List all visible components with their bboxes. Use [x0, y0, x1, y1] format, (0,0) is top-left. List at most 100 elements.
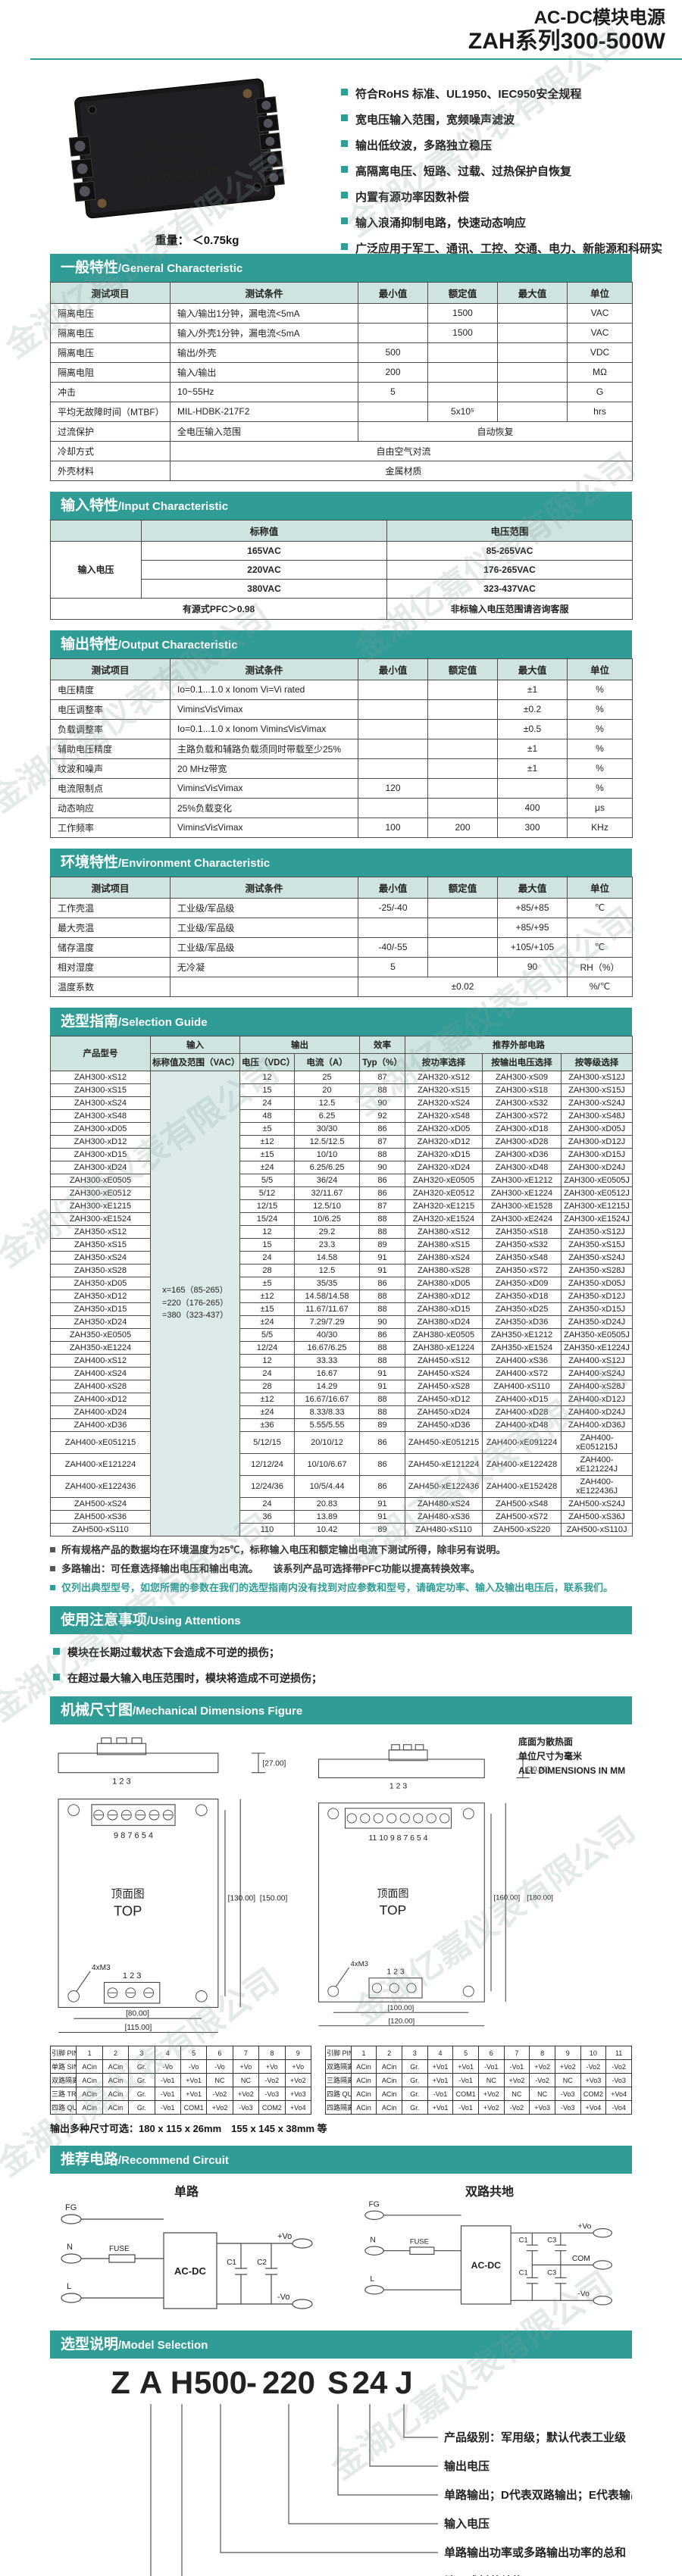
table-cell: ACin	[376, 2073, 402, 2088]
table-row: 电压精度 Io=0.1...1.0 x Ionom Vi=Vi rated ±1%	[50, 679, 633, 700]
table-cell: 非标输入电压范围请咨询客服	[386, 597, 633, 620]
table-cell: ACin	[350, 2059, 377, 2074]
table-row: ZAH300-xD05 ±5 30/30 86 ZAH320-xD05 ZAH300-xD…	[50, 1121, 634, 1136]
circuit-title: 单路	[174, 2186, 199, 2199]
table-cell: ZAH300-xE1224	[482, 1186, 562, 1200]
mech-note-line: 底面为散热面	[518, 1737, 574, 1748]
table-cell: ACin	[376, 2059, 402, 2074]
col-header: 测试条件	[170, 281, 358, 304]
table-cell: ±0.2	[497, 699, 568, 720]
table-cell: COM2	[580, 2087, 607, 2102]
table-cell: 5/5	[239, 1327, 295, 1342]
table-cell: -Vo2	[503, 2100, 530, 2115]
table-cell: 33.33	[294, 1353, 360, 1368]
table-cell: ZAH400-xS28	[50, 1379, 151, 1393]
table-cell: +Vo2	[477, 2087, 505, 2102]
table-cell: 辅助电压精度	[50, 738, 170, 759]
table-cell: ZAH350-xS72	[482, 1263, 562, 1277]
table-cell: ±1	[497, 758, 568, 779]
table-cell: +105/+105	[497, 936, 568, 958]
table-cell: Gr.	[401, 2100, 428, 2115]
table-cell: -Vo1	[154, 2073, 181, 2088]
table-cell: 86	[359, 1121, 405, 1136]
table-cell: NC	[503, 2087, 530, 2102]
top-view-label: 顶面图	[377, 1887, 409, 1899]
table-cell: 12/24/36	[239, 1474, 295, 1498]
table-cell: 隔离电压	[50, 322, 170, 343]
table-cell: 12.5	[294, 1263, 360, 1277]
table-cell: 3	[128, 2046, 155, 2061]
table-cell: 300	[497, 817, 568, 838]
table-cell: %	[567, 777, 633, 799]
section-attentions: 使用注意事项/Using Attentions	[50, 1606, 632, 1635]
attention-line: 在超过最大输入电压范围时，模块将造成不可逆损伤；	[53, 1671, 632, 1686]
table-cell	[427, 777, 498, 799]
table-cell: ZAH500-xS24	[50, 1496, 151, 1511]
table-cell: ZAH350-xS28	[50, 1263, 151, 1277]
section-title-cn: 推荐电路	[61, 2152, 119, 2168]
table-cell: 自由空气对流	[170, 440, 633, 461]
section-mechanical: 机械尺寸图/Mechanical Dimensions Figure	[50, 1696, 632, 1725]
table-cell: NC	[529, 2087, 555, 2102]
table-cell: Vimin≤Vi≤Vimax	[170, 817, 358, 838]
table-cell: NC	[206, 2073, 233, 2088]
col-header: 标称值及范围（VAC）	[150, 1052, 240, 1071]
table-cell: ZAH320-xD05	[405, 1121, 483, 1136]
c1-label: C1	[519, 2236, 528, 2243]
table-cell: 有源式PFC＞0.98	[50, 597, 387, 620]
table-cell: ZAH450-xE122436	[405, 1474, 483, 1498]
table-cell: 1	[350, 2046, 377, 2061]
dimension-drawing-right: 1 2 3 [30.00] 11 10 9 8 7 6 5 4 1 2 3 顶面…	[318, 1744, 553, 2027]
callout-power: 单路输出功率或多路输出功率的总和	[444, 2546, 626, 2559]
n-label: N	[67, 2243, 73, 2252]
table-row: 过流保护 全电压输入范围 自动恢复	[50, 420, 633, 442]
table-cell: NC	[232, 2073, 260, 2088]
table-cell: 87	[359, 1070, 405, 1084]
col-header: 按功率选择	[405, 1052, 483, 1071]
table-cell	[358, 738, 428, 759]
table-cell: 24	[239, 1096, 295, 1110]
fg-label: FG	[65, 2203, 77, 2212]
table-cell: ZAH300-xE1212	[482, 1173, 562, 1187]
table-cell: 10	[580, 2046, 607, 2061]
table-row: 四路 QUAACinACinGr.-Vo1COM1+Vo2NCNC-Vo3COM…	[325, 2087, 632, 2102]
table-cell: ZAH380-xE1224	[405, 1340, 483, 1355]
table-row: ZAH500-xS24 24 20.83 91 ZAH480-xS24 ZAH500-xS…	[50, 1496, 634, 1511]
table-cell	[427, 897, 498, 918]
table-cell: ZAH500-xS36	[50, 1509, 151, 1524]
table-row: ZAH350-xE1224 12/24 16.67/6.25 88 ZAH380-xE1…	[50, 1340, 634, 1355]
note-text: 所有规格产品的数据均在环境温度为25℃，标称输入电压和额定输出电流下测试所得，除…	[61, 1543, 506, 1555]
table-cell: 温度系数	[50, 976, 170, 997]
dim-label: [180.00]	[527, 1894, 553, 1902]
code-part: H	[170, 2365, 193, 2400]
table-cell: 40/30	[294, 1327, 360, 1342]
table-cell: -Vo1	[452, 2100, 479, 2115]
table-cell: ZAH320-xE0505	[405, 1173, 483, 1187]
table-cell	[427, 797, 498, 818]
table-cell: ZAH350-xD24	[50, 1315, 151, 1329]
table-cell: 20 MHz带宽	[170, 758, 358, 779]
c3-label: C3	[547, 2269, 556, 2277]
table-cell: ±24	[239, 1160, 295, 1174]
table-cell: +Vo4	[580, 2100, 607, 2115]
section-title-en: /Recommend Circuit	[118, 2154, 229, 2168]
table-row: 隔离电压 输入/外壳1分钟，漏电流<5mA 1500 VAC	[50, 322, 633, 343]
table-cell: 12	[239, 1353, 295, 1368]
note-line-highlight: 仅列出典型型号，如您所需的参数在我们的选型指南内没有找到对应参数和型号，请确定功…	[50, 1580, 632, 1596]
table-cell: 90	[359, 1315, 405, 1329]
section-general: 一般特性/General Characteristic	[50, 253, 632, 282]
table-cell	[497, 361, 568, 383]
callout-input-voltage: 输入电压	[444, 2517, 490, 2531]
table-row: 冲击 10~55Hz 5 G	[50, 381, 633, 402]
table-cell: ACin	[350, 2073, 377, 2088]
table-cell: Vimin≤Vi≤Vimax	[170, 777, 358, 799]
table-row: ZAH350-xD24 ±24 7.29/7.29 90 ZAH380-xD24 ZAH3…	[50, 1315, 634, 1329]
table-cell: 动态响应	[50, 797, 170, 818]
table-cell: ZAH300-xE0512J	[560, 1186, 634, 1200]
table-cell: 89	[359, 1237, 405, 1252]
table-cell: 冷却方式	[50, 440, 170, 461]
table-cell: COM1	[180, 2100, 208, 2115]
table-cell: -Vo3	[554, 2100, 581, 2115]
table-cell: 电流限制点	[50, 777, 170, 799]
table-cell: ZAH350-xS12	[50, 1224, 151, 1239]
